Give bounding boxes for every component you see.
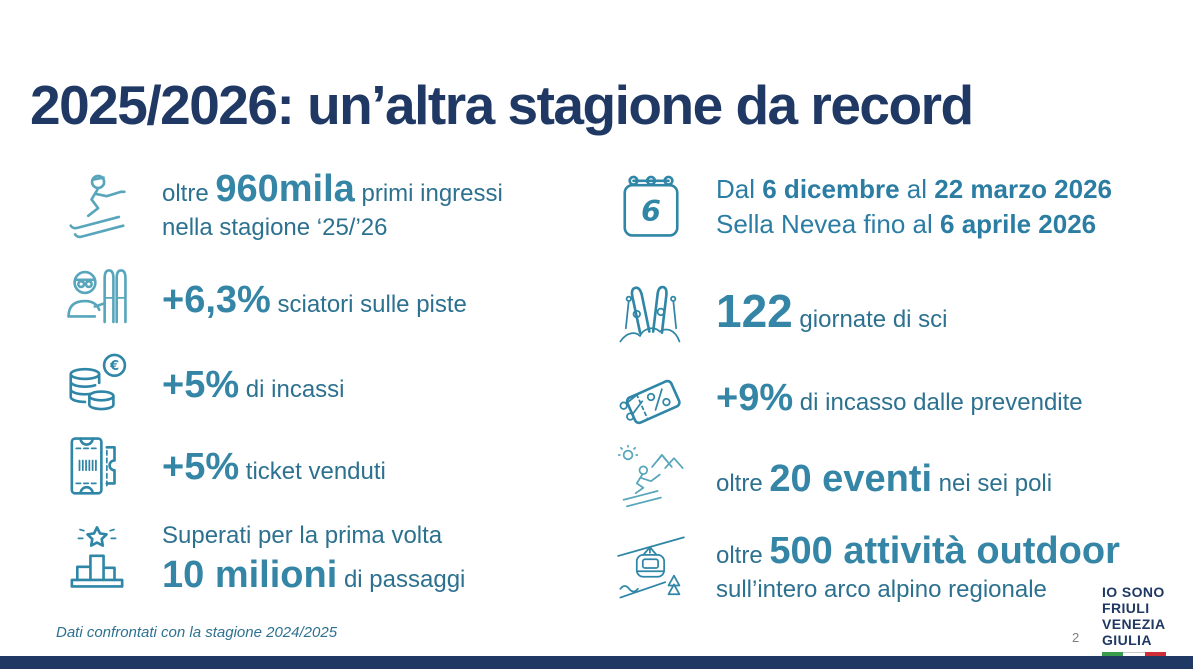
skier-downhill-icon bbox=[58, 171, 136, 241]
logo-line: IO SONO bbox=[1102, 584, 1165, 600]
logo-line: VENEZIA bbox=[1102, 616, 1166, 632]
skier-mountains-icon bbox=[612, 444, 690, 514]
stat-row-ski-days: 122 giornate di sci bbox=[612, 278, 948, 348]
page-number: 2 bbox=[1072, 630, 1080, 645]
stat-row-skiers: +6,3% sciatori sulle piste bbox=[58, 265, 467, 335]
stat-row-events: oltre 20 eventi nei sei poli bbox=[612, 444, 1052, 514]
date-start: 6 dicembre bbox=[762, 174, 900, 204]
calendar-day-number: 6 bbox=[641, 195, 661, 228]
stat-value: 500 attività outdoor bbox=[769, 530, 1120, 572]
stat-post: sciatori sulle piste bbox=[270, 291, 467, 318]
stat-text: Dal 6 dicembre al 22 marzo 2026 Sella Ne… bbox=[716, 172, 1112, 242]
euro-symbol: € bbox=[109, 359, 119, 374]
date-line2-pre: Sella Nevea fino al bbox=[716, 209, 941, 239]
stat-pre: oltre bbox=[162, 180, 216, 207]
date-mid: al bbox=[899, 174, 935, 204]
stat-post: di passaggi bbox=[337, 566, 466, 593]
stat-row-first-entries: oltre 960mila primi ingressi nella stagi… bbox=[58, 167, 512, 245]
date-line2-end: 6 aprile 2026 bbox=[940, 209, 1097, 239]
stat-row-passages: Superati per la prima volta 10 milioni d… bbox=[58, 519, 465, 597]
stat-value: 20 eventi bbox=[769, 458, 933, 500]
stat-value: +6,3% bbox=[162, 279, 271, 321]
stat-post: giornate di sci bbox=[792, 306, 948, 333]
logo-line: GIULIA bbox=[1102, 632, 1152, 648]
stat-line2: sull’intero arco alpino regionale bbox=[716, 576, 1047, 603]
stat-text: Superati per la prima volta 10 milioni d… bbox=[162, 519, 465, 597]
stat-text: +5% di incassi bbox=[162, 363, 345, 407]
calendar-icon: 6 bbox=[612, 172, 690, 242]
stat-value: +5% bbox=[162, 364, 240, 406]
stat-pre: oltre bbox=[716, 470, 770, 497]
slide-footer-bar bbox=[0, 656, 1193, 669]
stat-pre: oltre bbox=[716, 542, 770, 569]
stat-value: +9% bbox=[716, 377, 794, 419]
stat-text: oltre 500 attività outdoor sull’intero a… bbox=[716, 529, 1120, 607]
stat-text: 122 giornate di sci bbox=[716, 288, 948, 337]
logo-line: FRIULI bbox=[1102, 600, 1150, 616]
stat-value: 10 milioni bbox=[162, 554, 338, 596]
stat-post: di incassi bbox=[239, 376, 345, 403]
skier-holding-skis-icon bbox=[58, 265, 136, 335]
date-end: 22 marzo 2026 bbox=[934, 174, 1113, 204]
stat-post: primi ingressi nella stagione ‘25/’26 bbox=[162, 180, 503, 241]
stat-text: oltre 960mila primi ingressi nella stagi… bbox=[162, 167, 512, 245]
discount-voucher-icon bbox=[612, 363, 690, 433]
flag-red-segment bbox=[1144, 652, 1166, 657]
stat-value: 960mila bbox=[215, 168, 355, 210]
skis-in-snow-icon bbox=[612, 278, 690, 348]
stat-row-revenue: € +5% di incassi bbox=[58, 350, 345, 420]
euro-coins-icon: € bbox=[58, 350, 136, 420]
stat-line1: Superati per la prima volta bbox=[162, 522, 443, 549]
slide-title: 2025/2026: un’altra stagione da record bbox=[30, 73, 974, 136]
stat-row-season-dates: 6 Dal 6 dicembre al 22 marzo 2026 Sella … bbox=[612, 172, 1112, 242]
cable-car-icon bbox=[612, 533, 690, 603]
stat-post: nei sei poli bbox=[932, 470, 1053, 497]
stat-row-outdoor: oltre 500 attività outdoor sull’intero a… bbox=[612, 529, 1120, 607]
stat-text: +6,3% sciatori sulle piste bbox=[162, 278, 467, 322]
flag-green-segment bbox=[1102, 652, 1124, 657]
comparison-footnote: Dati confrontati con la stagione 2024/20… bbox=[56, 624, 338, 641]
fvg-region-logo: IO SONO FRIULI VENEZIA GIULIA bbox=[1102, 584, 1166, 657]
stat-row-presales: +9% di incasso dalle prevendite bbox=[612, 363, 1083, 433]
stat-text: oltre 20 eventi nei sei poli bbox=[716, 457, 1052, 501]
stat-post: di incasso dalle prevendite bbox=[793, 389, 1083, 416]
stat-post: ticket venduti bbox=[239, 458, 386, 485]
stat-row-tickets: +5% ticket venduti bbox=[58, 432, 386, 502]
date-pre: Dal bbox=[716, 174, 763, 204]
stat-text: +5% ticket venduti bbox=[162, 445, 386, 489]
stat-value: +5% bbox=[162, 446, 240, 488]
stat-value: 122 bbox=[716, 285, 793, 337]
podium-star-icon bbox=[58, 523, 136, 593]
stat-text: +9% di incasso dalle prevendite bbox=[716, 376, 1083, 420]
tickets-icon bbox=[58, 432, 136, 502]
